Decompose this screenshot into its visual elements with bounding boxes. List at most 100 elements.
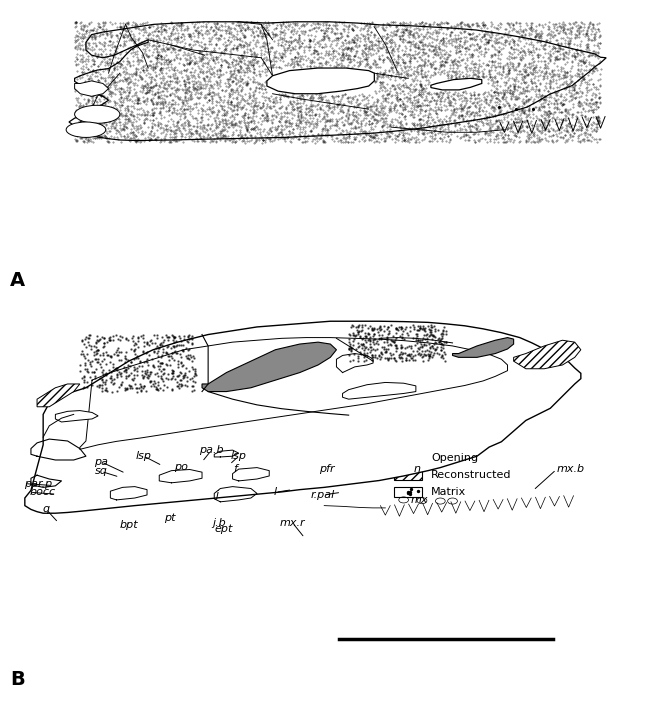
Point [435, 123, 445, 134]
Point [134, 23, 144, 34]
Point [511, 25, 521, 37]
Point [538, 21, 548, 32]
Point [369, 29, 379, 40]
Point [184, 30, 194, 42]
Point [219, 122, 229, 133]
Point [129, 113, 139, 125]
Point [81, 36, 92, 47]
Point [487, 102, 497, 113]
Point [587, 89, 597, 101]
Point [400, 73, 410, 84]
Point [510, 74, 521, 85]
Point [159, 46, 170, 57]
Point [525, 118, 536, 129]
Point [147, 122, 157, 134]
Point [439, 48, 449, 59]
Point [102, 84, 112, 95]
Point [337, 49, 348, 60]
Point [543, 99, 553, 110]
Point [161, 90, 171, 101]
Point [326, 26, 337, 37]
Point [79, 358, 90, 369]
Point [421, 124, 432, 135]
Point [158, 99, 168, 111]
Point [532, 70, 543, 81]
Point [426, 58, 436, 70]
Point [387, 58, 398, 70]
Point [527, 77, 538, 89]
Point [400, 24, 410, 35]
Point [142, 79, 153, 90]
Point [248, 73, 259, 84]
Point [194, 46, 205, 58]
Point [172, 71, 183, 82]
Point [438, 329, 448, 340]
Point [387, 30, 398, 42]
Point [148, 93, 158, 104]
Point [275, 49, 285, 61]
Point [298, 58, 309, 70]
Point [316, 92, 326, 103]
Point [280, 117, 291, 128]
Point [138, 66, 149, 77]
Point [332, 118, 342, 130]
Point [527, 103, 538, 115]
Point [299, 41, 309, 52]
Point [229, 23, 240, 34]
Point [451, 103, 462, 114]
Point [558, 53, 569, 64]
Point [437, 125, 448, 136]
Point [478, 70, 488, 82]
Point [98, 45, 109, 56]
Point [575, 20, 586, 32]
Point [311, 62, 322, 73]
Point [364, 329, 374, 340]
Point [442, 127, 452, 139]
Point [139, 117, 150, 128]
Point [406, 25, 417, 37]
Point [430, 337, 441, 348]
Point [281, 44, 292, 56]
Point [290, 51, 300, 63]
Point [472, 109, 482, 120]
Point [381, 132, 391, 144]
Point [359, 113, 369, 124]
Point [382, 38, 393, 49]
Point [550, 30, 560, 41]
Point [184, 125, 194, 137]
Point [216, 24, 227, 35]
Point [257, 109, 267, 120]
Point [395, 93, 405, 104]
Point [136, 73, 146, 84]
Point [241, 122, 252, 133]
Point [595, 37, 606, 49]
Point [192, 84, 202, 95]
Point [445, 114, 455, 125]
Point [128, 33, 138, 44]
Point [418, 83, 428, 94]
Point [289, 103, 299, 114]
Point [170, 332, 180, 343]
Point [213, 68, 223, 80]
Point [302, 18, 313, 29]
Point [185, 333, 196, 344]
Point [523, 85, 534, 96]
Point [127, 95, 137, 106]
Point [137, 125, 148, 137]
Point [348, 36, 359, 47]
Point [267, 18, 278, 29]
Point [248, 114, 258, 125]
Point [332, 37, 343, 48]
Point [566, 69, 576, 80]
Point [396, 19, 407, 30]
Point [402, 51, 412, 62]
Point [361, 41, 371, 52]
Point [520, 58, 530, 70]
Point [348, 44, 358, 55]
Point [356, 123, 367, 134]
Point [292, 18, 303, 29]
Point [481, 96, 491, 108]
Point [486, 25, 496, 37]
Point [299, 130, 309, 141]
Point [562, 125, 572, 137]
